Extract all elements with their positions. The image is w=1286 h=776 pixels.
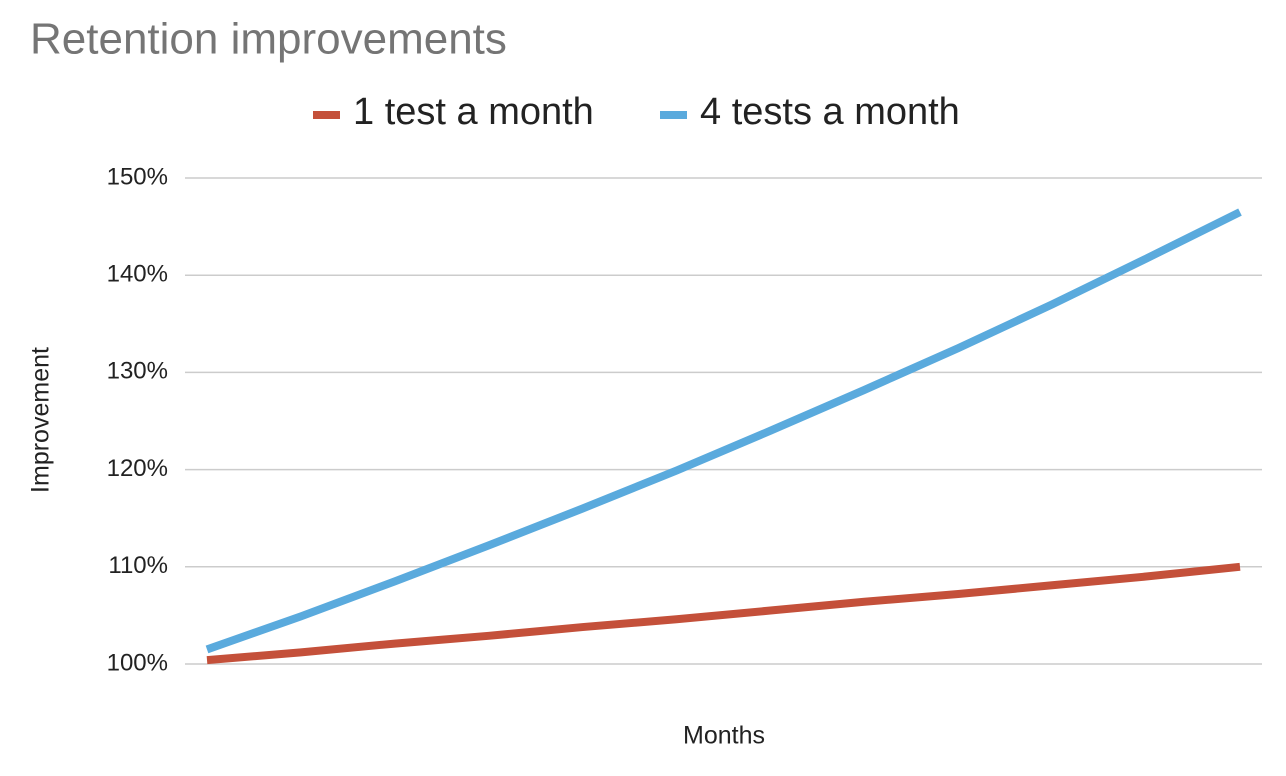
legend-label: 4 tests a month <box>700 91 960 133</box>
x-axis-label: Months <box>683 722 765 750</box>
series-line <box>206 562 1241 665</box>
legend-label: 1 test a month <box>353 91 594 133</box>
y-tick-label: 150% <box>107 163 168 190</box>
y-axis-label: Improvement <box>27 347 55 493</box>
y-tick-label: 100% <box>107 649 168 676</box>
y-tick-label: 140% <box>107 261 168 288</box>
y-tick-label: 120% <box>107 455 168 482</box>
series-line <box>205 208 1242 654</box>
y-tick-label: 130% <box>107 358 168 385</box>
y-tick-label: 110% <box>108 552 168 579</box>
chart-title: Retention improvements <box>30 15 507 64</box>
